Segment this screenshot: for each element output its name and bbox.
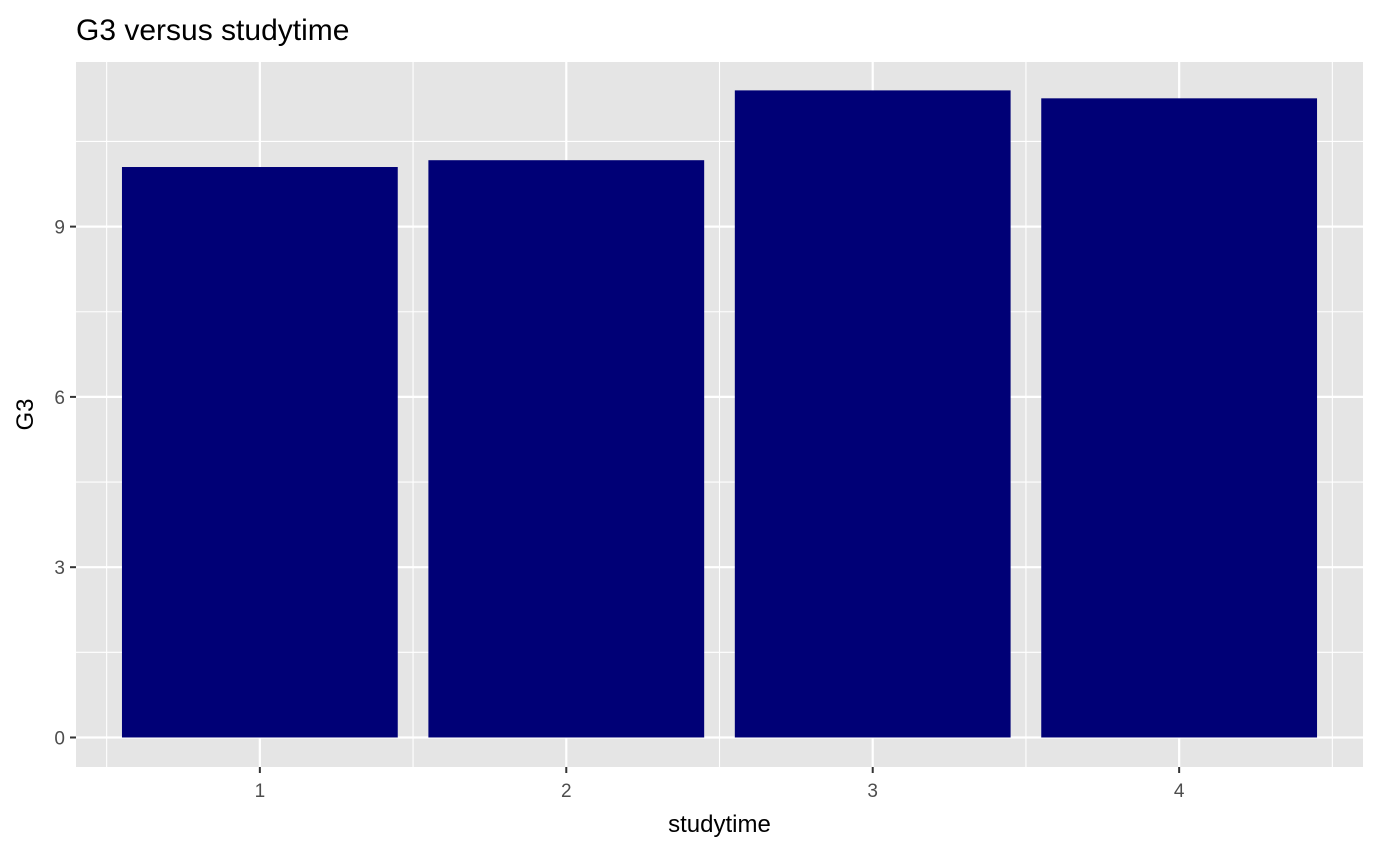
x-tick-label: 1 — [255, 781, 266, 802]
bar-studytime-3 — [734, 90, 1011, 738]
x-tick-label: 2 — [561, 781, 572, 802]
y-tick-label: 3 — [54, 558, 65, 579]
y-axis-title: G3 — [12, 398, 39, 430]
bar-studytime-1 — [121, 167, 398, 738]
bars-group — [121, 90, 1318, 738]
y-axis: 0 3 6 9 — [54, 218, 76, 749]
bar-studytime-4 — [1041, 98, 1318, 738]
chart-title: G3 versus studytime — [76, 14, 349, 47]
bar-studytime-2 — [428, 160, 705, 738]
x-tick-label: 3 — [867, 781, 878, 802]
y-tick-label: 9 — [54, 218, 65, 239]
x-axis: 1 2 3 4 — [255, 767, 1185, 802]
x-axis-title: studytime — [668, 811, 771, 838]
y-tick-label: 0 — [54, 728, 65, 749]
y-tick-label: 6 — [54, 388, 65, 409]
x-tick-label: 4 — [1174, 781, 1185, 802]
